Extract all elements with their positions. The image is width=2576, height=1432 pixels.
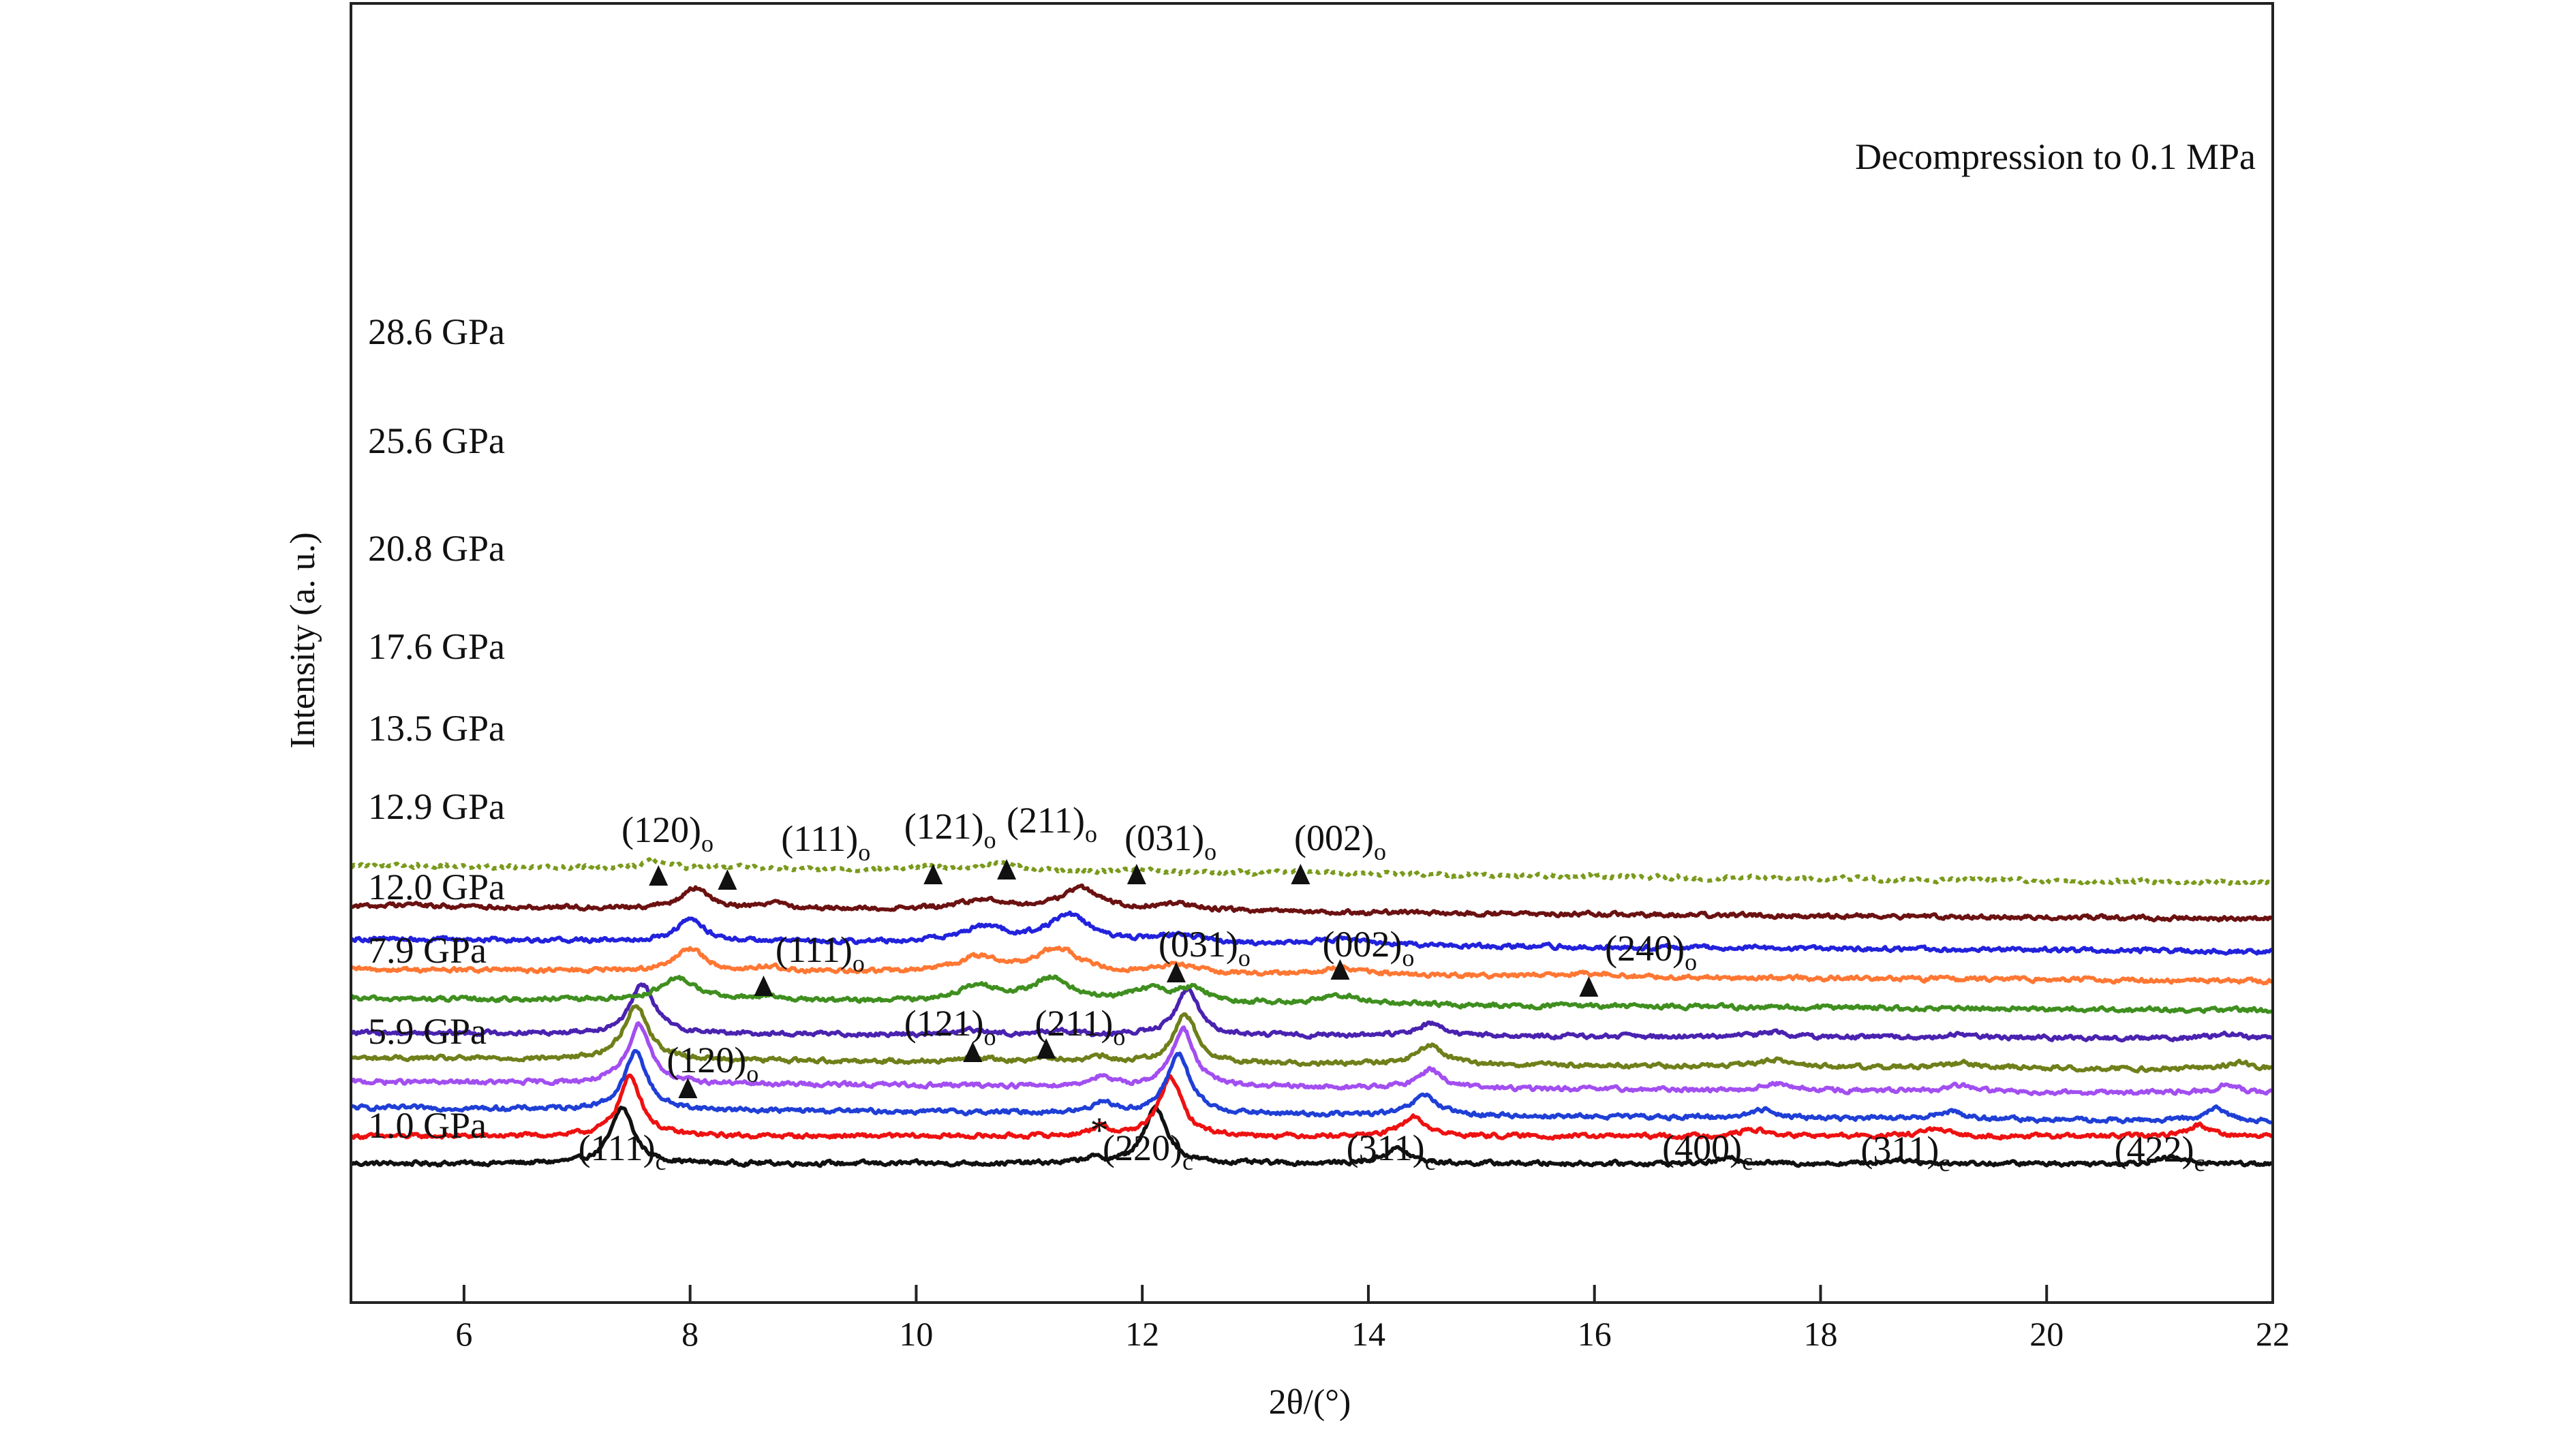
series-curves: [349, 857, 2273, 1168]
peak-label-9: (121)o: [904, 1003, 996, 1050]
peak-arrow-head: [1166, 962, 1186, 982]
series-label-8: 20.8 GPa: [368, 528, 505, 569]
series-line-3: [350, 1048, 2273, 1125]
series-label-2: 5.9 GPa: [368, 1011, 487, 1052]
peak-arrow-7: [1579, 976, 1599, 997]
peak-label-20: (002)o: [1294, 818, 1386, 865]
peak-label-5: (311)c: [1860, 1129, 1950, 1177]
peak-arrow-2: [963, 1042, 983, 1062]
series-label-1: 1.0 GPa: [368, 1105, 487, 1146]
peak-label-17: (121)o: [904, 806, 996, 854]
peak-label-15: (120)o: [622, 809, 714, 857]
peak-arrow-head: [649, 865, 669, 886]
series-label-10: 28.6 GPa: [368, 311, 505, 352]
series-label-3: 7.9 GPa: [368, 930, 487, 971]
x-tick-label-20: 20: [2029, 1315, 2064, 1353]
peak-arrow-head: [1037, 1038, 1056, 1059]
x-tick-label-16: 16: [1578, 1315, 1612, 1353]
peak-arrow-4: [754, 976, 773, 996]
peak-arrow-13: [1291, 864, 1310, 884]
peak-label-19: (031)o: [1124, 818, 1216, 865]
x-tick-label-10: 10: [899, 1315, 933, 1353]
peak-label-12: (031)o: [1159, 924, 1251, 971]
series-line-6: [349, 982, 2273, 1043]
series-label-4: 12.0 GPa: [368, 867, 505, 907]
peak-arrow-head: [1291, 864, 1310, 884]
peak-arrow-head: [1126, 864, 1146, 884]
peak-arrow-8: [649, 865, 669, 886]
peak-label-14: (240)o: [1605, 928, 1697, 976]
y-axis-title: Intensity (a. u.): [283, 532, 322, 749]
peak-label-8: (120)o: [666, 1040, 758, 1087]
peak-arrow-head: [678, 1078, 698, 1098]
x-tick-label-8: 8: [681, 1315, 699, 1353]
peak-label-10: (211)o: [1034, 1003, 1125, 1050]
peak-label-2: (220)c: [1103, 1127, 1193, 1175]
peak-arrow-head: [963, 1042, 983, 1062]
series-line-4: [350, 1021, 2273, 1097]
peak-arrow-9: [718, 869, 737, 890]
series-line-5: [350, 1004, 2273, 1074]
series-label-6: 13.5 GPa: [368, 708, 505, 749]
series-line-7: [350, 974, 2273, 1014]
peak-label-13: (002)o: [1322, 924, 1414, 971]
x-axis: 6 8 10 12 14 16 18 20 22: [455, 1285, 2290, 1353]
peak-arrow-head: [923, 864, 943, 884]
peak-arrow-head: [997, 859, 1017, 880]
peak-label-4: (400)c: [1662, 1127, 1753, 1175]
series-line-1: [350, 1104, 2273, 1168]
series-line-9: [350, 910, 2273, 956]
x-tick-label-18: 18: [1803, 1315, 1837, 1353]
peak-arrow-10: [923, 864, 943, 884]
peak-arrow-3: [1037, 1038, 1056, 1059]
annotation-text: Decompression to 0.1 MPa: [1855, 136, 2256, 177]
peak-arrow-head: [1579, 976, 1599, 997]
series-line-8: [350, 945, 2273, 986]
peak-arrow-1: [678, 1078, 698, 1098]
peak-label-3: (311)c: [1347, 1127, 1436, 1175]
peak-label-1: (111)c: [579, 1127, 666, 1175]
peak-arrow-11: [997, 859, 1017, 880]
peak-label-18: (211)o: [1007, 800, 1097, 847]
series-line-11: [350, 857, 2273, 886]
peak-label-11: (111)o: [776, 929, 865, 977]
peak-arrows: [649, 859, 1599, 1098]
series-label-5: 12.9 GPa: [368, 786, 505, 827]
peak-label-6: (422)c: [2115, 1129, 2205, 1177]
peak-labels: (111)c (220)c (311)c (400)c (311)c (422)c * (12…: [579, 800, 2205, 1177]
x-tick-label-14: 14: [1351, 1315, 1385, 1353]
peak-arrow-5: [1166, 962, 1186, 982]
series-line-10: [350, 883, 2273, 923]
peak-label-16: (111)o: [781, 818, 870, 866]
x-axis-title: 2θ/(°): [1269, 1383, 1351, 1422]
x-tick-label-6: 6: [455, 1315, 472, 1353]
peak-arrow-12: [1126, 864, 1146, 884]
plot-frame: [350, 2, 2274, 1304]
series-labels: 1.0 GPa 5.9 GPa 7.9 GPa 12.0 GPa 12.9 GPa 13.…: [368, 311, 505, 1146]
x-tick-label-12: 12: [1125, 1315, 1159, 1353]
x-tick-label-22: 22: [2256, 1315, 2290, 1353]
peak-arrow-6: [1330, 959, 1350, 980]
peak-arrow-head: [754, 976, 773, 996]
series-label-9: 25.6 GPa: [368, 420, 505, 461]
series-line-2: [349, 1073, 2273, 1141]
peak-arrow-head: [1330, 959, 1350, 980]
peak-label-7: *: [1090, 1110, 1109, 1151]
series-label-7: 17.6 GPa: [368, 626, 505, 667]
peak-arrow-head: [718, 869, 737, 890]
